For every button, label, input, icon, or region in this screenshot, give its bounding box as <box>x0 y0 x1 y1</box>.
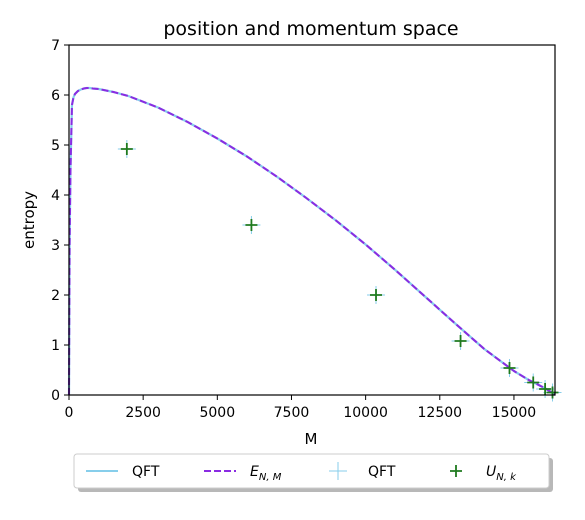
y-tick-label: 4 <box>51 188 60 204</box>
y-tick-label: 5 <box>51 138 60 154</box>
chart-title: position and momentum space <box>163 18 458 40</box>
x-axis-ticks: 0 2500 5000 7500 10000 12500 15000 <box>65 395 537 421</box>
y-tick-label: 3 <box>51 238 60 254</box>
legend-label-subscript: N, M <box>259 472 282 483</box>
series-3-point <box>454 335 467 347</box>
x-axis-label: M <box>305 430 318 448</box>
y-tick-label: 6 <box>51 88 60 104</box>
y-axis-ticks: 0 1 2 3 4 5 6 7 <box>51 38 69 404</box>
series-3-point <box>245 219 258 231</box>
legend-entries: QFT EN, M QFT UN, k <box>86 462 517 483</box>
legend-label-2: QFT <box>368 464 396 480</box>
x-tick-label: 15000 <box>492 405 537 421</box>
legend: QFT EN, M QFT UN, k <box>73 453 553 492</box>
series-line-0 <box>67 86 556 396</box>
legend-label-base: E <box>250 464 259 480</box>
x-tick-label: 0 <box>65 405 74 421</box>
legend-label-0: QFT <box>132 464 160 480</box>
y-tick-label: 1 <box>51 338 60 354</box>
plot-frame <box>68 44 556 396</box>
x-tick-label: 7500 <box>274 405 310 421</box>
legend-label-3: UN, k <box>486 464 517 483</box>
series-3-point <box>370 289 383 301</box>
series-3-point <box>120 143 133 155</box>
x-tick-label: 5000 <box>199 405 235 421</box>
y-tick-label: 0 <box>51 388 60 404</box>
series-line-1 <box>68 87 556 396</box>
x-tick-label: 10000 <box>343 405 388 421</box>
y-tick-label: 2 <box>51 288 60 304</box>
series-3-point <box>539 383 552 395</box>
series-3-point <box>503 362 516 374</box>
legend-swatch-3 <box>450 465 462 477</box>
x-tick-label: 12500 <box>418 405 463 421</box>
series-3-point <box>527 376 540 389</box>
y-axis-label: entropy <box>20 191 38 249</box>
legend-label-1: EN, M <box>250 464 282 483</box>
y-tick-label: 7 <box>51 38 60 54</box>
legend-box <box>73 453 550 489</box>
x-tick-label: 2500 <box>125 405 161 421</box>
legend-label-base: U <box>486 464 496 480</box>
legend-label-subscript: N, k <box>496 472 517 483</box>
legend-swatch-2 <box>329 462 347 480</box>
series-3-point <box>546 386 559 399</box>
series-layer <box>67 86 562 402</box>
